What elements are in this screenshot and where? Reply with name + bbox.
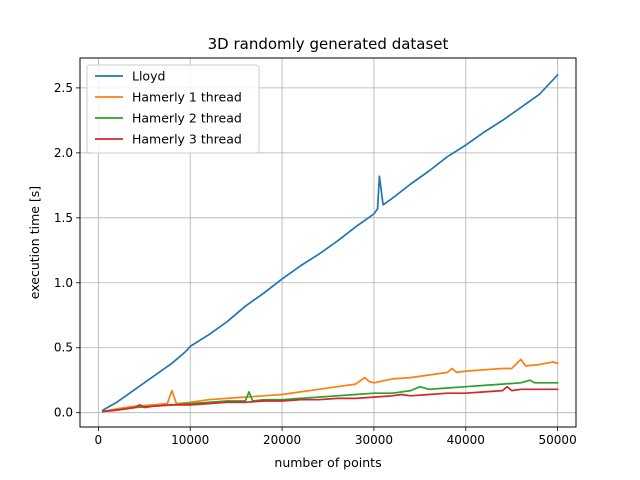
y-tick-label: 0.5 <box>54 341 73 355</box>
plot-frame <box>79 57 577 428</box>
y-axis-label: execution time [s] <box>27 186 42 299</box>
x-tick-label: 40000 <box>447 433 485 447</box>
x-tick-label: 30000 <box>355 433 393 447</box>
legend-label-1: Hamerly 1 thread <box>132 90 242 105</box>
grid-lines <box>80 58 576 427</box>
series-line-1 <box>102 358 559 413</box>
y-tick-label: 2.0 <box>54 146 73 160</box>
legend: Lloyd Hamerly 1 thread Hamerly 2 thread Ham… <box>86 64 260 154</box>
legend-label-2: Hamerly 2 thread <box>132 111 242 126</box>
x-tick-label: 20000 <box>263 433 301 447</box>
y-tick-label: 2.5 <box>54 81 73 95</box>
x-tick-label: 50000 <box>539 433 577 447</box>
legend-label-0: Lloyd <box>132 69 165 84</box>
y-tick-label: 0.0 <box>54 406 73 420</box>
x-tick-label: 10000 <box>171 433 209 447</box>
series-layer <box>101 73 559 413</box>
y-axis: 0.0 0.5 1.0 1.5 2.0 2.5 <box>54 81 80 420</box>
y-tick-label: 1.5 <box>54 211 73 225</box>
legend-label-3: Hamerly 3 thread <box>132 132 242 147</box>
y-tick-label: 1.0 <box>54 276 73 290</box>
chart-title: 3D randomly generated dataset <box>208 35 449 53</box>
x-axis: 0 10000 20000 30000 40000 50000 <box>95 427 577 447</box>
series-line-0 <box>101 73 559 412</box>
series-line-2 <box>102 379 559 413</box>
x-axis-label: number of points <box>274 455 381 470</box>
legend-box <box>86 64 260 154</box>
x-tick-label: 0 <box>95 433 103 447</box>
series-line-3 <box>102 385 559 413</box>
